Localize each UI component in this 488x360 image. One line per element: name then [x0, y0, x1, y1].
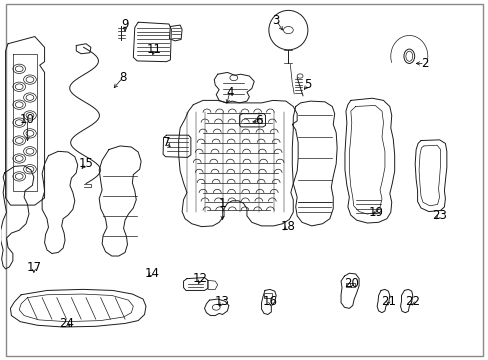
Text: 8: 8 — [119, 71, 126, 84]
Text: 7: 7 — [163, 136, 170, 149]
Text: 16: 16 — [263, 296, 277, 309]
Bar — [345, 283, 354, 287]
Text: 1: 1 — [218, 197, 226, 210]
Text: 18: 18 — [281, 220, 295, 233]
Text: 22: 22 — [405, 296, 419, 309]
Text: 3: 3 — [272, 14, 279, 27]
Text: 15: 15 — [79, 157, 93, 170]
Text: 4: 4 — [225, 86, 233, 99]
Text: 21: 21 — [380, 296, 395, 309]
Text: 10: 10 — [20, 113, 35, 126]
Text: 9: 9 — [121, 18, 128, 31]
Text: 24: 24 — [59, 317, 74, 330]
Text: 14: 14 — [144, 267, 159, 280]
Text: 11: 11 — [146, 42, 162, 55]
Text: 5: 5 — [304, 78, 311, 91]
Text: 20: 20 — [344, 278, 359, 291]
Text: 12: 12 — [193, 272, 208, 285]
Text: 23: 23 — [431, 210, 446, 222]
Text: 19: 19 — [368, 206, 383, 219]
Text: 6: 6 — [255, 114, 263, 127]
Text: 2: 2 — [420, 57, 428, 70]
Text: 13: 13 — [215, 296, 229, 309]
Bar — [264, 293, 271, 298]
Text: 17: 17 — [26, 261, 41, 274]
